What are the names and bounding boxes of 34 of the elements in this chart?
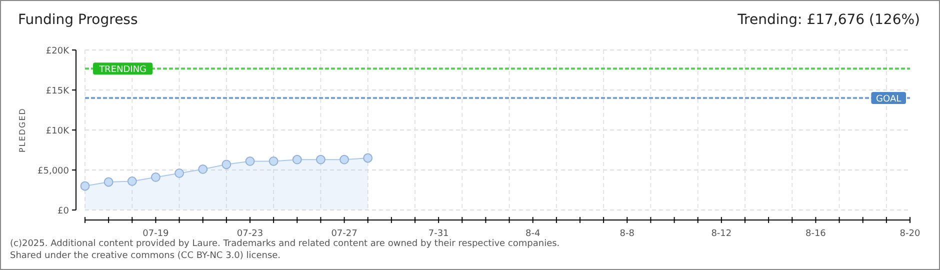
- x-tick-label: 07-19: [142, 229, 170, 239]
- x-tick-label: 8-8: [620, 229, 635, 239]
- ref-line-label: GOAL: [876, 94, 902, 104]
- point: [340, 154, 349, 164]
- point: [80, 181, 90, 191]
- y-tick-label: £15K: [46, 86, 70, 96]
- x-tick-label: 8-16: [805, 229, 826, 239]
- chart-subtitle: Trending: £17,676 (126%): [736, 12, 920, 28]
- x-tick-label: 7-31: [428, 229, 449, 239]
- y-axis-title: PLEDGED: [18, 108, 27, 152]
- point: [245, 156, 255, 166]
- x-tick-label: 8-4: [526, 229, 540, 239]
- point: [127, 176, 137, 186]
- y-tick-label: £5,000: [38, 166, 70, 176]
- point: [292, 154, 302, 164]
- point: [268, 156, 278, 166]
- ref-line-label: TRENDING: [98, 65, 147, 76]
- chart-title: Funding Progress: [18, 12, 138, 28]
- point: [222, 160, 232, 170]
- text: Shared under the creative commons (CC BY-NC 3.0) license.: [10, 251, 281, 261]
- point: [104, 177, 114, 187]
- point: [363, 153, 373, 163]
- x-tick-label: 8-12: [711, 229, 732, 239]
- point: [151, 172, 160, 182]
- y-tick-label: £0: [58, 206, 70, 216]
- point: [316, 154, 326, 164]
- text: (c)2025. Additional content provided by Laure. Trademarks and related content are owned by their respective companies.: [10, 239, 560, 249]
- x-tick-label: 07-27: [331, 229, 358, 239]
- y-tick-label: £10K: [46, 126, 70, 136]
- point: [198, 164, 208, 174]
- x-tick-label: 8-20: [900, 229, 920, 239]
- y-tick-label: £20K: [46, 46, 70, 56]
- point: [174, 168, 184, 178]
- x-tick-label: 07-23: [236, 229, 264, 239]
